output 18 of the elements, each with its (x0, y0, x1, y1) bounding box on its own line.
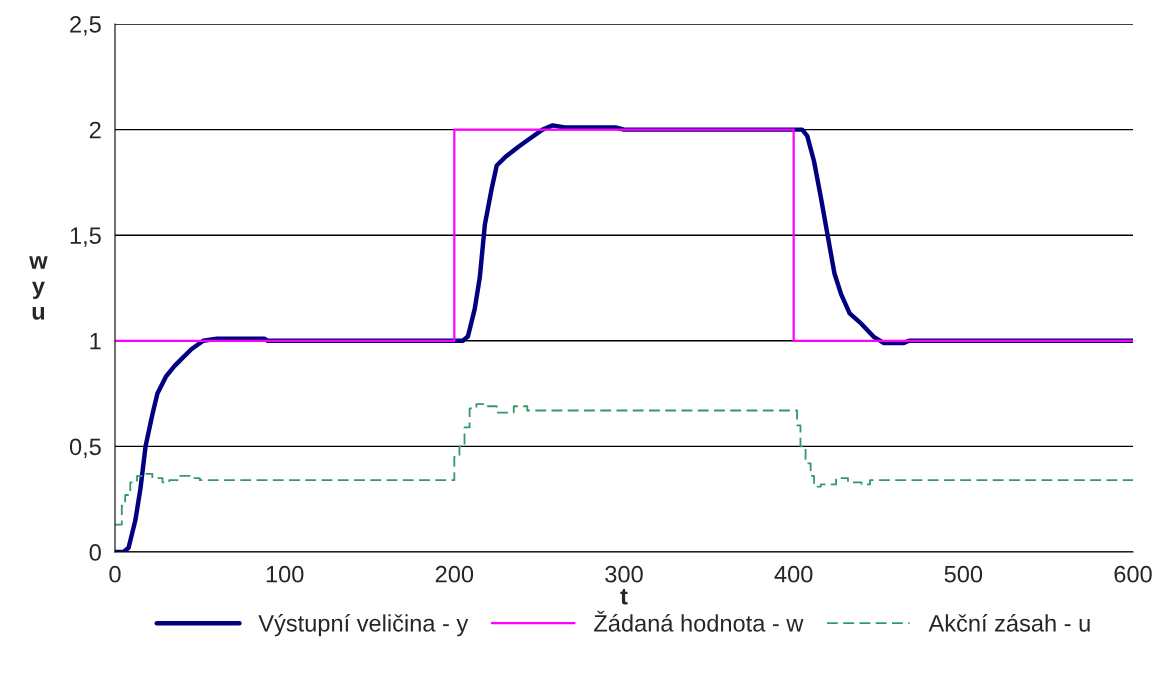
y-tick-label: 2,5 (70, 16, 101, 36)
y-tick-label: 0,5 (69, 438, 101, 458)
legend-label: Žádaná hodnota - w (594, 610, 804, 632)
legend-label: Akční zásah - u (928, 614, 1090, 632)
y-tick-label: 0 (89, 544, 101, 561)
x-axis-title: t (620, 588, 628, 605)
y-tick-label: 2 (89, 121, 101, 139)
x-tick-label: 200 (435, 565, 474, 583)
y-axis-title: w y u (29, 256, 48, 320)
x-tick-label: 500 (944, 565, 983, 583)
x-tick-label: 600 (1114, 565, 1152, 583)
x-tick-label: 400 (774, 565, 813, 583)
x-tick-label: 300 (605, 565, 643, 583)
y-tick-label: 1 (90, 333, 101, 350)
legend-label: Výstupní veličina - y (258, 614, 469, 637)
x-tick-label: 0 (109, 565, 121, 583)
y-tick-label: 1,5 (70, 227, 101, 247)
x-tick-label: 100 (266, 565, 304, 583)
